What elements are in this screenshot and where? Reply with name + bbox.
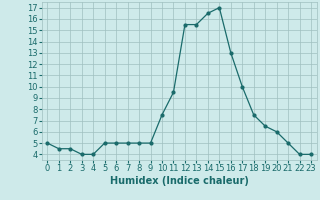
X-axis label: Humidex (Indice chaleur): Humidex (Indice chaleur) bbox=[110, 176, 249, 186]
